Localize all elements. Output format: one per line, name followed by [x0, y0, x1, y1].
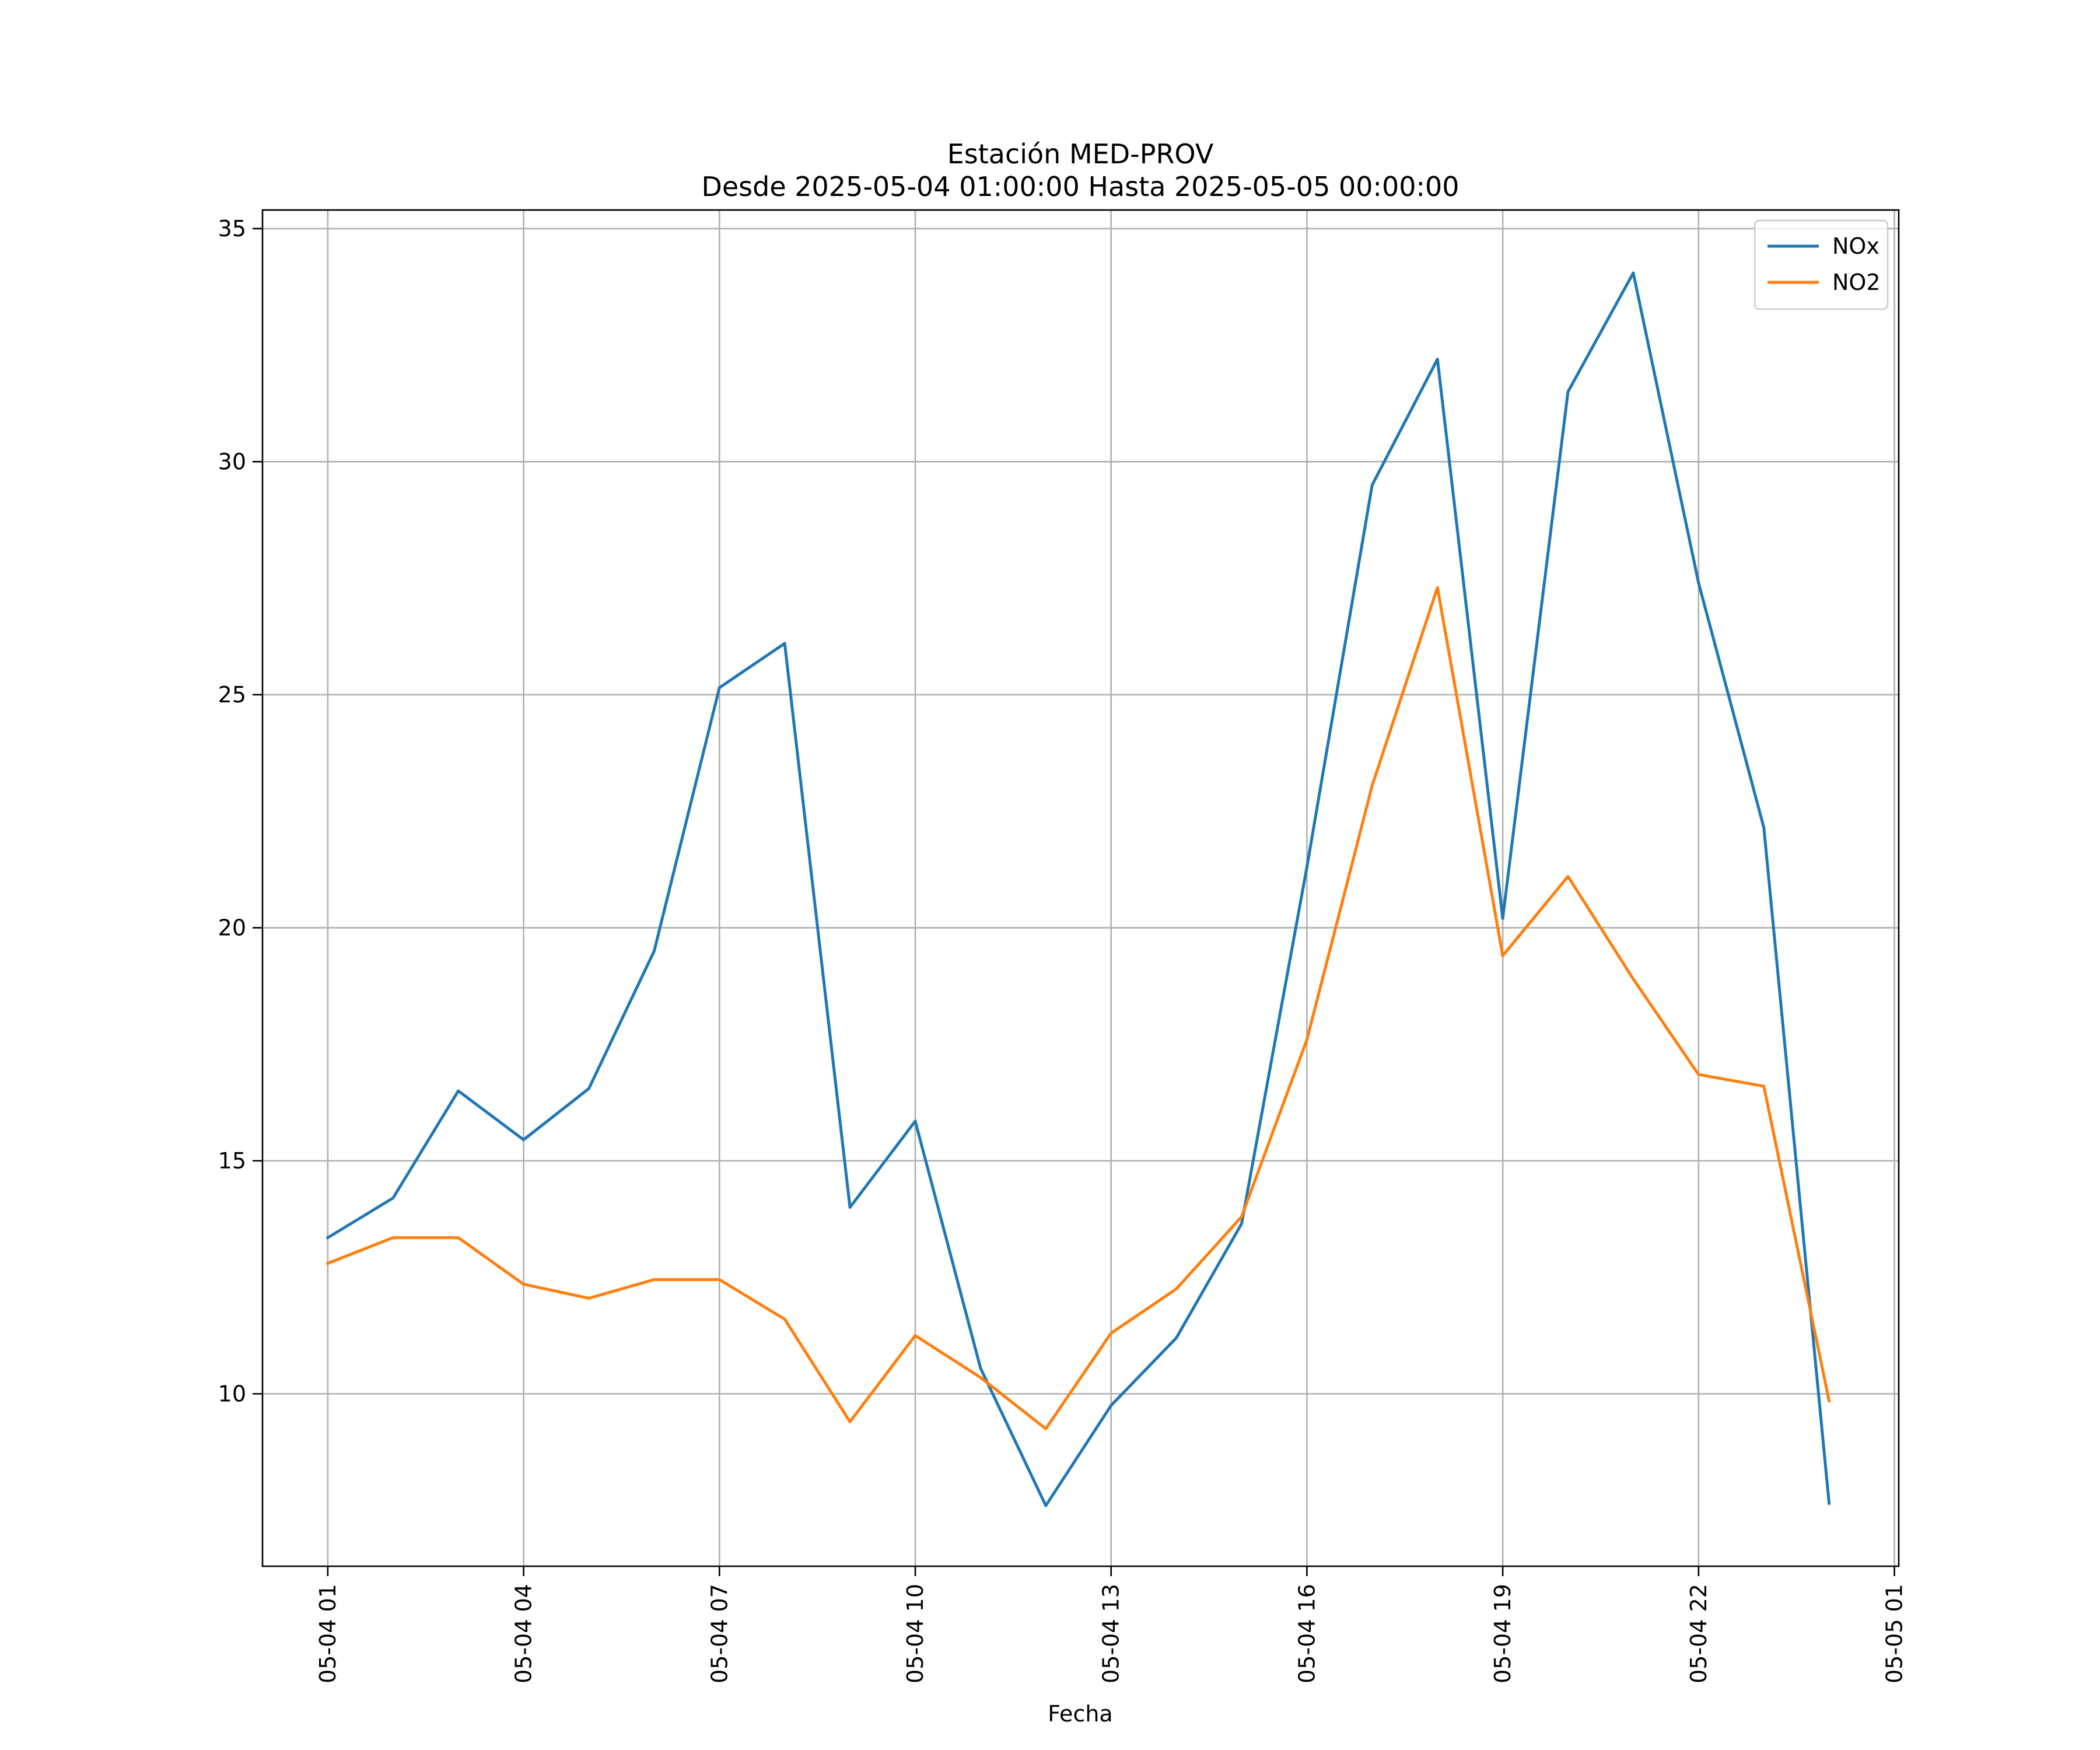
plot-frame: [261, 209, 1900, 1567]
chart-title: Estación MED-PROV: [947, 138, 1214, 170]
x-tick-label: 05-05 01: [1882, 1584, 1908, 1684]
chart-subtitle: Desde 2025-05-04 01:00:00 Hasta 2025-05-…: [701, 171, 1459, 202]
x-tick-label: 05-04 10: [902, 1584, 928, 1684]
x-tick-label: 05-04 19: [1490, 1584, 1516, 1684]
x-tick-label: 05-04 13: [1098, 1584, 1124, 1684]
legend-label-nox: NOx: [1832, 233, 1880, 259]
y-tick-label: 30: [218, 449, 246, 474]
series-line-no2: [326, 586, 1831, 1430]
legend: NOx NO2: [1754, 219, 1889, 310]
x-tick-label: 05-04 04: [511, 1584, 537, 1684]
x-tick-label: 05-04 07: [706, 1584, 732, 1684]
axis-ticks: 05-04 01 05-04 04 05-04 07 05-04 10 05-04 13…: [218, 216, 1908, 1684]
series-line-nox: [326, 271, 1831, 1507]
legend-label-no2: NO2: [1832, 270, 1881, 295]
y-tick-label: 20: [218, 915, 246, 940]
legend-box: [1754, 219, 1889, 310]
x-tick-label: 05-04 16: [1294, 1584, 1320, 1684]
x-tick-label: 05-04 01: [315, 1584, 341, 1684]
x-axis-label: Fecha: [1048, 1701, 1112, 1727]
grid-lines: [262, 210, 1899, 1566]
y-tick-label: 10: [218, 1381, 246, 1406]
series-lines: [326, 271, 1831, 1507]
y-tick-label: 15: [218, 1148, 246, 1174]
y-tick-label: 35: [218, 216, 246, 242]
x-tick-label: 05-04 22: [1686, 1584, 1712, 1684]
y-tick-label: 25: [218, 682, 246, 708]
